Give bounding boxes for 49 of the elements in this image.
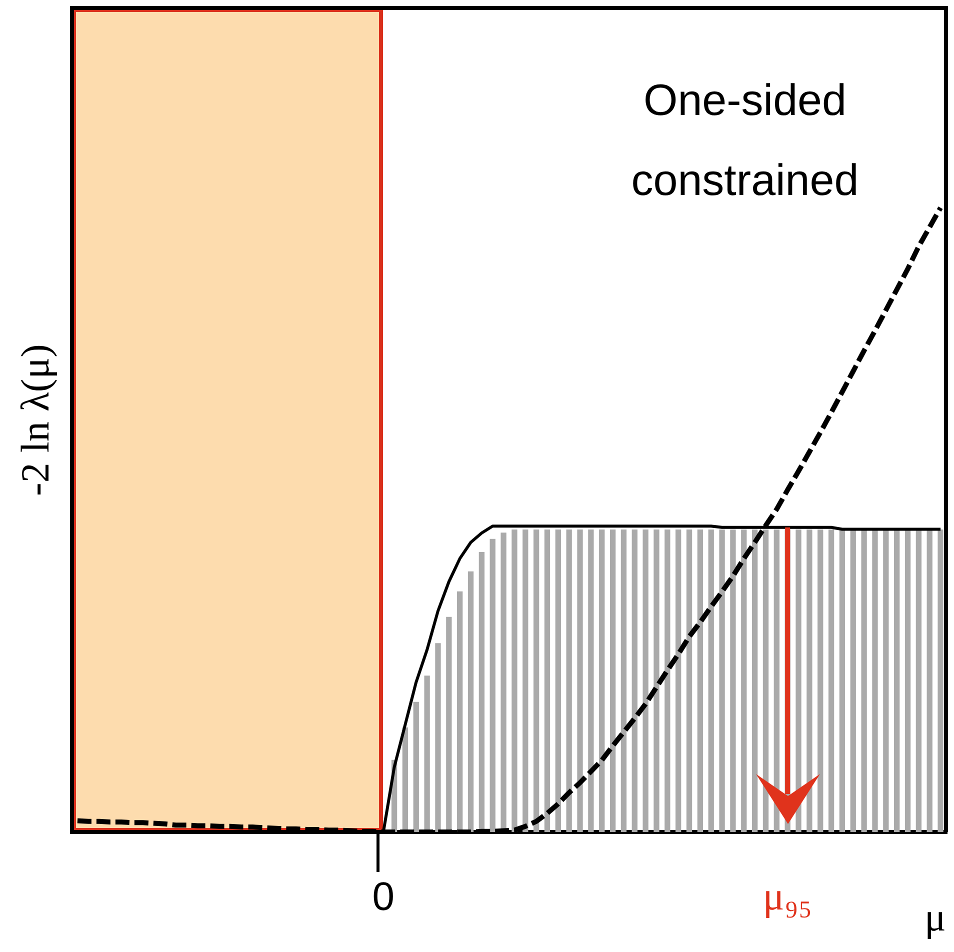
bar [872,530,878,832]
y-axis-title: -2 ln λ(μ) [12,344,58,496]
bar [620,530,627,832]
bar [544,530,550,832]
bar [839,530,846,832]
bar [435,643,441,832]
bar [806,530,812,832]
bar [719,530,725,832]
bar [522,530,528,832]
bar [642,530,648,832]
bar [588,530,594,832]
bar [926,530,932,832]
bar [577,530,583,832]
x-tick-label: 0 [372,875,394,920]
bar [938,530,944,832]
bar [730,530,736,832]
bar [664,530,670,832]
x-tick-label: μ₉₅ [762,874,812,918]
bar [828,530,834,832]
bar [796,530,802,832]
text: One-sided constrained [631,76,859,206]
bar [697,530,704,832]
bar [413,702,419,832]
bar [883,530,889,832]
bar [457,591,463,832]
bar [686,530,692,832]
bar [741,530,747,832]
bar [533,530,540,832]
bar [599,530,605,832]
bar [904,530,911,832]
bar [468,571,474,832]
bar [708,530,714,832]
x-axis-title: μ [924,894,946,940]
bar [632,530,638,832]
bar [490,538,496,832]
bar [850,530,856,832]
bar [555,530,561,832]
bar [861,530,867,832]
bar [654,530,660,832]
bar [610,530,616,832]
bar [894,530,900,832]
bar [512,530,518,832]
bar [818,530,824,832]
bar [916,530,922,832]
bar [774,530,780,832]
bar [752,530,758,832]
bar [566,530,572,832]
bar [762,530,769,832]
bar [676,530,682,832]
